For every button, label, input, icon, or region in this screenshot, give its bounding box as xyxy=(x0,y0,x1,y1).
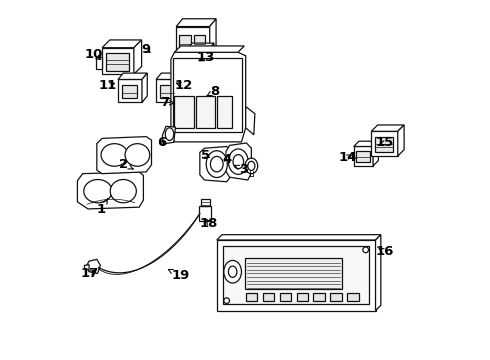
Polygon shape xyxy=(118,80,142,102)
Bar xyxy=(263,293,274,301)
Text: 15: 15 xyxy=(375,136,393,149)
Ellipse shape xyxy=(206,151,227,177)
Text: 10: 10 xyxy=(85,48,103,61)
Text: 7: 7 xyxy=(160,96,175,109)
Ellipse shape xyxy=(224,298,229,303)
Text: 8: 8 xyxy=(207,85,220,98)
Polygon shape xyxy=(217,240,375,311)
Polygon shape xyxy=(375,235,381,311)
Bar xyxy=(330,293,342,301)
Ellipse shape xyxy=(245,158,258,174)
Bar xyxy=(347,293,359,301)
Text: 14: 14 xyxy=(338,150,357,163)
Polygon shape xyxy=(156,73,185,80)
Bar xyxy=(199,207,212,221)
Bar xyxy=(296,293,308,301)
Bar xyxy=(174,96,194,128)
Bar xyxy=(160,85,175,98)
Bar xyxy=(198,54,205,66)
Ellipse shape xyxy=(228,266,237,277)
Bar xyxy=(280,293,291,301)
Ellipse shape xyxy=(248,161,255,171)
Polygon shape xyxy=(174,46,245,52)
Bar xyxy=(179,35,191,53)
Bar xyxy=(375,137,393,152)
Bar xyxy=(189,54,196,66)
Text: 3: 3 xyxy=(235,163,248,176)
Bar xyxy=(196,96,215,128)
Polygon shape xyxy=(97,136,151,174)
Ellipse shape xyxy=(101,144,128,166)
Bar xyxy=(223,246,369,304)
Polygon shape xyxy=(371,131,398,156)
Text: 9: 9 xyxy=(142,43,151,56)
Ellipse shape xyxy=(233,154,244,169)
Polygon shape xyxy=(84,265,89,270)
Ellipse shape xyxy=(224,260,242,283)
Text: 6: 6 xyxy=(157,136,166,149)
Polygon shape xyxy=(176,27,210,60)
Polygon shape xyxy=(163,126,175,144)
Ellipse shape xyxy=(228,149,248,174)
Polygon shape xyxy=(96,57,102,69)
Bar xyxy=(217,96,232,128)
Polygon shape xyxy=(354,147,373,166)
Text: 1: 1 xyxy=(97,198,108,216)
Polygon shape xyxy=(180,73,185,102)
Polygon shape xyxy=(210,19,216,60)
Polygon shape xyxy=(354,141,378,147)
Ellipse shape xyxy=(110,180,136,203)
Polygon shape xyxy=(77,172,144,209)
Ellipse shape xyxy=(125,144,150,166)
Bar xyxy=(194,35,205,53)
Text: 13: 13 xyxy=(197,51,216,64)
Ellipse shape xyxy=(165,128,174,140)
Polygon shape xyxy=(200,147,231,182)
Polygon shape xyxy=(187,43,214,49)
Text: 5: 5 xyxy=(201,149,210,162)
Polygon shape xyxy=(118,73,147,80)
Text: 17: 17 xyxy=(81,267,99,280)
Polygon shape xyxy=(226,143,251,180)
Bar xyxy=(245,258,342,289)
Polygon shape xyxy=(102,48,134,74)
Ellipse shape xyxy=(210,156,223,172)
Polygon shape xyxy=(371,125,404,131)
Polygon shape xyxy=(209,43,214,69)
Polygon shape xyxy=(245,107,255,135)
Text: 12: 12 xyxy=(174,79,193,92)
Bar xyxy=(357,151,370,162)
Text: 19: 19 xyxy=(169,269,190,283)
Text: 4: 4 xyxy=(222,153,231,166)
Text: p a . s . s: p a . s . s xyxy=(92,199,107,203)
Polygon shape xyxy=(142,73,147,102)
Bar xyxy=(122,85,137,98)
Bar xyxy=(314,293,325,301)
Polygon shape xyxy=(86,259,100,274)
Ellipse shape xyxy=(363,247,368,253)
Polygon shape xyxy=(102,40,142,48)
Polygon shape xyxy=(156,80,180,102)
Polygon shape xyxy=(134,40,142,74)
Polygon shape xyxy=(187,49,209,69)
Polygon shape xyxy=(398,125,404,156)
Bar xyxy=(106,53,128,71)
Text: 16: 16 xyxy=(375,245,393,258)
Polygon shape xyxy=(373,141,378,166)
Text: 18: 18 xyxy=(200,217,218,230)
Bar xyxy=(245,293,257,301)
Polygon shape xyxy=(217,235,381,240)
Text: 11: 11 xyxy=(99,79,117,92)
Polygon shape xyxy=(176,19,216,27)
Text: 2: 2 xyxy=(119,158,133,171)
Polygon shape xyxy=(171,52,245,142)
Ellipse shape xyxy=(84,180,112,203)
Polygon shape xyxy=(200,199,210,207)
